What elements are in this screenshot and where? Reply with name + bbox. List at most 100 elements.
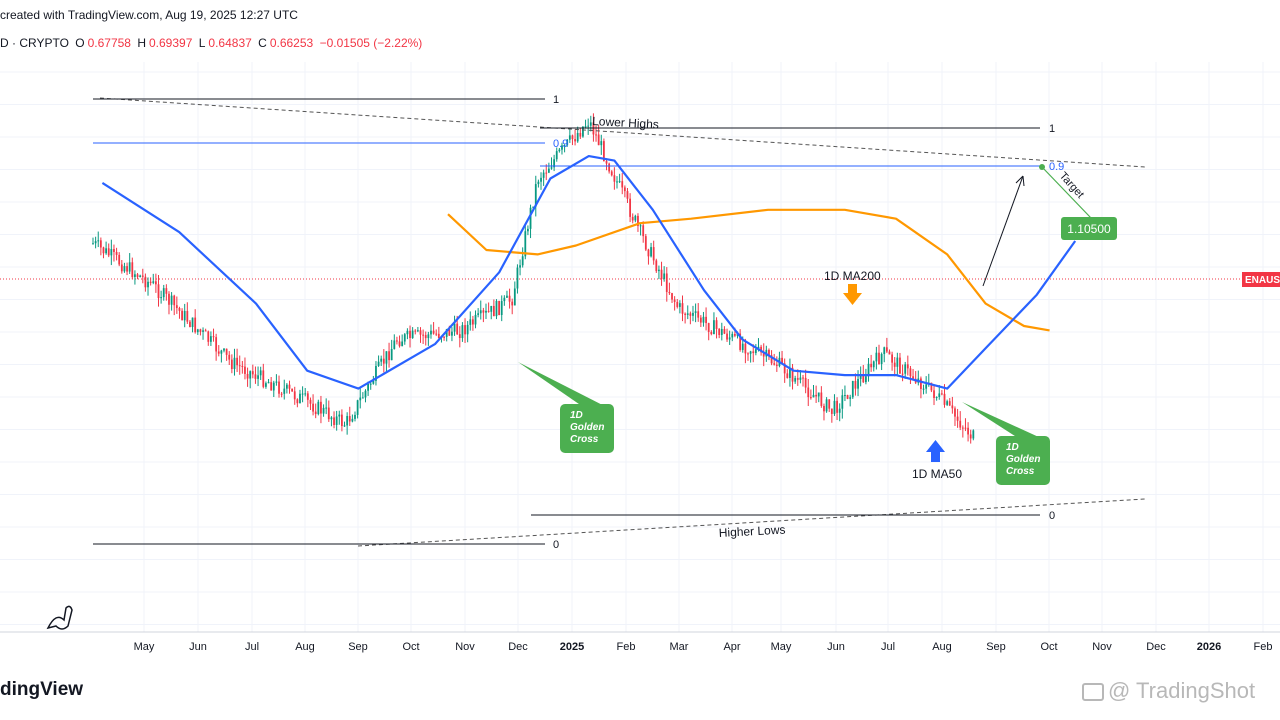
x-tick-label[interactable]: Apr bbox=[723, 641, 740, 653]
candle-body bbox=[865, 376, 867, 383]
candle bbox=[461, 322, 464, 342]
x-tick-label[interactable]: Feb bbox=[1254, 641, 1273, 653]
candle-body bbox=[487, 310, 490, 312]
x-tick-label[interactable]: May bbox=[771, 641, 792, 653]
candle-body bbox=[508, 295, 511, 302]
x-tick-label[interactable]: Sep bbox=[348, 641, 368, 653]
x-tick-label[interactable]: May bbox=[134, 641, 155, 653]
candle bbox=[338, 410, 341, 425]
candle bbox=[165, 284, 168, 301]
symbol-label[interactable]: D · CRYPTO bbox=[0, 36, 69, 50]
candle-body bbox=[482, 310, 485, 313]
candle bbox=[272, 380, 275, 398]
candle-body bbox=[555, 151, 558, 160]
candle-body bbox=[631, 216, 634, 221]
candle bbox=[909, 365, 912, 384]
x-tick-label[interactable]: Jun bbox=[827, 641, 845, 653]
candle-body bbox=[377, 361, 380, 366]
candle-body bbox=[846, 395, 849, 399]
candle-body bbox=[694, 311, 697, 313]
time-axis[interactable]: May Jun Jul Aug Sep Oct Nov Dec 2025 Feb Mar Apr May… bbox=[134, 641, 1273, 653]
x-tick-label[interactable]: Jun bbox=[189, 641, 207, 653]
candle-body bbox=[228, 354, 231, 360]
candle-body bbox=[930, 382, 933, 391]
x-tick-label[interactable]: Dec bbox=[508, 641, 528, 653]
candle bbox=[579, 127, 582, 140]
x-tick-label[interactable]: Jul bbox=[245, 641, 259, 653]
projection-arrow-head bbox=[1015, 175, 1025, 187]
candle bbox=[817, 392, 820, 403]
candle bbox=[566, 138, 569, 147]
candle-body bbox=[529, 207, 532, 229]
candle-body bbox=[275, 381, 278, 383]
candle bbox=[139, 274, 142, 278]
x-tick-label[interactable]: Aug bbox=[932, 641, 952, 653]
x-tick-label[interactable]: Oct bbox=[402, 641, 419, 653]
x-tick-label[interactable]: 2025 bbox=[560, 641, 584, 653]
candle-body bbox=[804, 377, 807, 388]
candle bbox=[893, 357, 896, 377]
candle-body bbox=[663, 273, 666, 279]
x-tick-label[interactable]: Feb bbox=[617, 641, 636, 653]
candle-body bbox=[655, 260, 658, 272]
candle bbox=[807, 379, 810, 407]
candle bbox=[513, 281, 516, 306]
candle-body bbox=[301, 393, 304, 395]
candle bbox=[123, 262, 126, 273]
x-tick-label[interactable]: Mar bbox=[670, 641, 689, 653]
candle-body bbox=[702, 316, 705, 323]
candle-body bbox=[734, 333, 736, 336]
x-tick-label[interactable]: Aug bbox=[295, 641, 315, 653]
candle-body bbox=[322, 407, 325, 414]
high-value: 0.69397 bbox=[149, 36, 193, 50]
candle-body bbox=[946, 401, 949, 405]
candle-body bbox=[367, 383, 369, 391]
candle bbox=[686, 305, 689, 320]
candle-body bbox=[513, 288, 516, 306]
candle bbox=[398, 335, 401, 348]
candle bbox=[162, 284, 165, 301]
candle bbox=[262, 363, 265, 389]
candle-body bbox=[456, 323, 459, 335]
x-tick-label[interactable]: Nov bbox=[1092, 641, 1112, 653]
candle bbox=[867, 357, 870, 382]
x-tick-label[interactable]: Dec bbox=[1146, 641, 1166, 653]
candle-body bbox=[341, 414, 343, 427]
candle-body bbox=[791, 367, 794, 382]
candle-body bbox=[817, 392, 820, 397]
x-tick-label[interactable]: Nov bbox=[455, 641, 475, 653]
candle-body bbox=[828, 399, 831, 409]
x-tick-label[interactable]: 2026 bbox=[1197, 641, 1221, 653]
x-tick-label[interactable]: Oct bbox=[1040, 641, 1057, 653]
candle bbox=[325, 398, 328, 415]
candle bbox=[613, 167, 616, 190]
candle bbox=[416, 326, 419, 333]
candle-body bbox=[762, 352, 765, 357]
candle bbox=[223, 348, 225, 353]
candle bbox=[506, 290, 508, 299]
candle bbox=[621, 172, 624, 195]
candle bbox=[115, 247, 118, 261]
candle bbox=[865, 368, 867, 385]
x-tick-label[interactable]: Jul bbox=[881, 641, 895, 653]
candle bbox=[251, 364, 254, 379]
candle bbox=[634, 214, 637, 223]
candle-body bbox=[278, 381, 280, 394]
candle-body bbox=[102, 247, 105, 254]
candle-body bbox=[430, 330, 432, 335]
candle-body bbox=[723, 328, 726, 334]
candle-body bbox=[461, 325, 464, 339]
candle-body bbox=[644, 236, 647, 250]
x-tick-label[interactable]: Sep bbox=[986, 641, 1006, 653]
candle bbox=[681, 295, 684, 322]
candle bbox=[631, 213, 634, 224]
candle bbox=[212, 328, 215, 342]
candle bbox=[472, 315, 474, 331]
candle bbox=[464, 318, 466, 344]
candle bbox=[794, 375, 797, 384]
candle-body bbox=[629, 198, 631, 217]
candle-body bbox=[547, 168, 550, 173]
candle bbox=[959, 411, 962, 431]
candle-body bbox=[168, 293, 170, 305]
